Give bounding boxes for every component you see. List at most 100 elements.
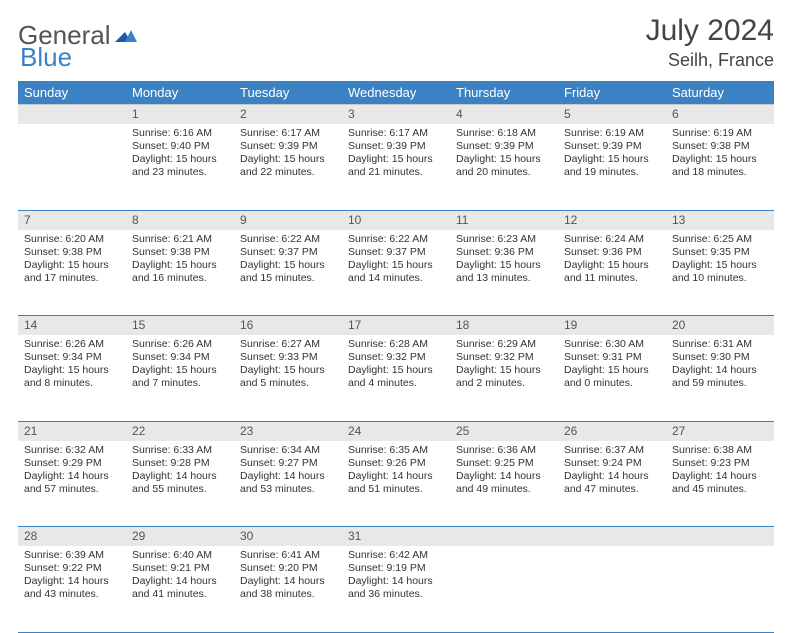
day1-text: Daylight: 15 hours bbox=[456, 153, 552, 166]
sunrise-text: Sunrise: 6:29 AM bbox=[456, 338, 552, 351]
day1-text: Daylight: 14 hours bbox=[456, 470, 552, 483]
day-cell: Sunrise: 6:19 AMSunset: 9:38 PMDaylight:… bbox=[666, 124, 774, 210]
day-cell: Sunrise: 6:18 AMSunset: 9:39 PMDaylight:… bbox=[450, 124, 558, 210]
day2-text: and 36 minutes. bbox=[348, 588, 444, 601]
flag-icon bbox=[115, 28, 137, 49]
day-cell: Sunrise: 6:26 AMSunset: 9:34 PMDaylight:… bbox=[126, 335, 234, 421]
day-cell: Sunrise: 6:17 AMSunset: 9:39 PMDaylight:… bbox=[342, 124, 450, 210]
day-cell: Sunrise: 6:39 AMSunset: 9:22 PMDaylight:… bbox=[18, 546, 126, 632]
day-number: 26 bbox=[558, 421, 666, 441]
day2-text: and 0 minutes. bbox=[564, 377, 660, 390]
day-number-row: 123456 bbox=[18, 105, 774, 125]
sunrise-text: Sunrise: 6:30 AM bbox=[564, 338, 660, 351]
sunrise-text: Sunrise: 6:21 AM bbox=[132, 233, 228, 246]
day-number: 21 bbox=[18, 421, 126, 441]
day1-text: Daylight: 15 hours bbox=[456, 364, 552, 377]
header-friday: Friday bbox=[558, 81, 666, 105]
day1-text: Daylight: 15 hours bbox=[348, 364, 444, 377]
day-cell: Sunrise: 6:16 AMSunset: 9:40 PMDaylight:… bbox=[126, 124, 234, 210]
header-sunday: Sunday bbox=[18, 81, 126, 105]
sunset-text: Sunset: 9:35 PM bbox=[672, 246, 768, 259]
sunrise-text: Sunrise: 6:26 AM bbox=[132, 338, 228, 351]
sunset-text: Sunset: 9:40 PM bbox=[132, 140, 228, 153]
day-cell: Sunrise: 6:35 AMSunset: 9:26 PMDaylight:… bbox=[342, 441, 450, 527]
day-number: 1 bbox=[126, 105, 234, 125]
sunset-text: Sunset: 9:29 PM bbox=[24, 457, 120, 470]
day-number bbox=[558, 527, 666, 547]
day-content-row: Sunrise: 6:32 AMSunset: 9:29 PMDaylight:… bbox=[18, 441, 774, 527]
day-cell bbox=[558, 546, 666, 632]
day-content-row: Sunrise: 6:16 AMSunset: 9:40 PMDaylight:… bbox=[18, 124, 774, 210]
day-number: 12 bbox=[558, 210, 666, 230]
sunset-text: Sunset: 9:39 PM bbox=[348, 140, 444, 153]
day2-text: and 2 minutes. bbox=[456, 377, 552, 390]
day1-text: Daylight: 14 hours bbox=[348, 575, 444, 588]
day-cell: Sunrise: 6:24 AMSunset: 9:36 PMDaylight:… bbox=[558, 230, 666, 316]
day2-text: and 18 minutes. bbox=[672, 166, 768, 179]
day2-text: and 4 minutes. bbox=[348, 377, 444, 390]
sunrise-text: Sunrise: 6:22 AM bbox=[240, 233, 336, 246]
day-cell: Sunrise: 6:38 AMSunset: 9:23 PMDaylight:… bbox=[666, 441, 774, 527]
sunrise-text: Sunrise: 6:34 AM bbox=[240, 444, 336, 457]
sunset-text: Sunset: 9:36 PM bbox=[456, 246, 552, 259]
day-content-row: Sunrise: 6:26 AMSunset: 9:34 PMDaylight:… bbox=[18, 335, 774, 421]
sunset-text: Sunset: 9:24 PM bbox=[564, 457, 660, 470]
day2-text: and 5 minutes. bbox=[240, 377, 336, 390]
sunset-text: Sunset: 9:36 PM bbox=[564, 246, 660, 259]
sunset-text: Sunset: 9:37 PM bbox=[240, 246, 336, 259]
sunrise-text: Sunrise: 6:42 AM bbox=[348, 549, 444, 562]
day-content-row: Sunrise: 6:20 AM Sunset: 9:38 PM Daylight:… bbox=[18, 230, 774, 316]
day1-text: Daylight: 15 hours bbox=[240, 364, 336, 377]
sunrise-text: Sunrise: 6:37 AM bbox=[564, 444, 660, 457]
header-monday: Monday bbox=[126, 81, 234, 105]
day-number: 24 bbox=[342, 421, 450, 441]
month-year: July 2024 bbox=[646, 14, 774, 48]
sunset-text: Sunset: 9:30 PM bbox=[672, 351, 768, 364]
day-number: 25 bbox=[450, 421, 558, 441]
day-number bbox=[18, 105, 126, 125]
header-saturday: Saturday bbox=[666, 81, 774, 105]
day1-text: Daylight: 15 hours bbox=[348, 259, 444, 272]
sunrise-text: Sunrise: 6:26 AM bbox=[24, 338, 120, 351]
day-number: 14 bbox=[18, 316, 126, 336]
sunrise-text: Sunrise: 6:19 AM bbox=[672, 127, 768, 140]
sunset-text: Sunset: 9:39 PM bbox=[564, 140, 660, 153]
day-cell: Sunrise: 6:37 AMSunset: 9:24 PMDaylight:… bbox=[558, 441, 666, 527]
day-number-row: 28293031 bbox=[18, 527, 774, 547]
day2-text: and 10 minutes. bbox=[672, 272, 768, 285]
day2-text: and 57 minutes. bbox=[24, 483, 120, 496]
calendar-table: Sunday Monday Tuesday Wednesday Thursday… bbox=[18, 81, 774, 633]
day-number: 15 bbox=[126, 316, 234, 336]
sunset-text: Sunset: 9:26 PM bbox=[348, 457, 444, 470]
day-number: 4 bbox=[450, 105, 558, 125]
day-number: 22 bbox=[126, 421, 234, 441]
sunset-text: Sunset: 9:39 PM bbox=[456, 140, 552, 153]
sunrise-text: Sunrise: 6:36 AM bbox=[456, 444, 552, 457]
sunrise-text: Sunrise: 6:39 AM bbox=[24, 549, 120, 562]
day-number: 6 bbox=[666, 105, 774, 125]
day1-text: Daylight: 15 hours bbox=[24, 364, 120, 377]
day-number: 29 bbox=[126, 527, 234, 547]
day2-text: and 38 minutes. bbox=[240, 588, 336, 601]
sunrise-text: Sunrise: 6:22 AM bbox=[348, 233, 444, 246]
sunset-text: Sunset: 9:27 PM bbox=[240, 457, 336, 470]
day2-text: and 43 minutes. bbox=[24, 588, 120, 601]
sunset-text: Sunset: 9:32 PM bbox=[348, 351, 444, 364]
day1-text: Daylight: 14 hours bbox=[132, 575, 228, 588]
day2-text: and 51 minutes. bbox=[348, 483, 444, 496]
day-number: 11 bbox=[450, 210, 558, 230]
day-cell bbox=[18, 124, 126, 210]
day-number: 3 bbox=[342, 105, 450, 125]
day-cell: Sunrise: 6:26 AMSunset: 9:34 PMDaylight:… bbox=[18, 335, 126, 421]
day1-text: Daylight: 15 hours bbox=[24, 259, 120, 272]
day-number: 7 bbox=[18, 210, 126, 230]
sunset-text: Sunset: 9:23 PM bbox=[672, 457, 768, 470]
sunrise-text: Sunrise: 6:20 AM bbox=[24, 233, 120, 246]
day2-text: and 53 minutes. bbox=[240, 483, 336, 496]
location: Seilh, France bbox=[646, 50, 774, 71]
day1-text: Daylight: 15 hours bbox=[132, 364, 228, 377]
day2-text: and 19 minutes. bbox=[564, 166, 660, 179]
day1-text: Daylight: 14 hours bbox=[24, 470, 120, 483]
sunset-text: Sunset: 9:38 PM bbox=[132, 246, 228, 259]
day-number bbox=[666, 527, 774, 547]
